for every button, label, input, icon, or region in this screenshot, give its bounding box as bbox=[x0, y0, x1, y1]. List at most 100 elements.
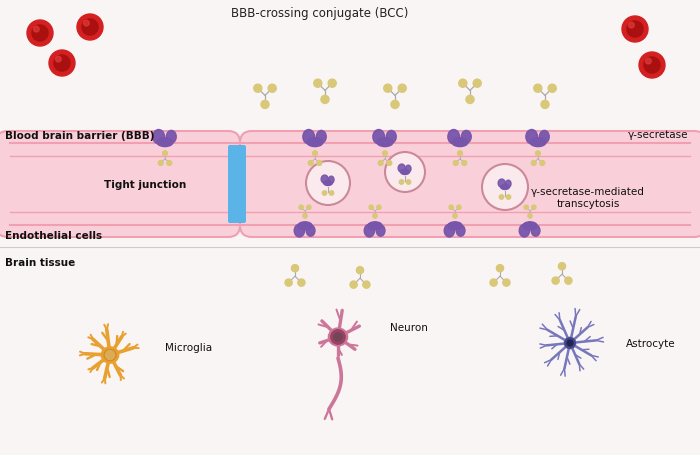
Circle shape bbox=[456, 206, 461, 210]
Circle shape bbox=[532, 206, 536, 210]
Circle shape bbox=[49, 51, 75, 77]
Circle shape bbox=[32, 26, 48, 42]
Circle shape bbox=[313, 152, 317, 157]
Ellipse shape bbox=[294, 225, 304, 238]
Circle shape bbox=[314, 80, 322, 88]
Circle shape bbox=[167, 161, 172, 166]
Ellipse shape bbox=[456, 226, 465, 237]
Circle shape bbox=[531, 161, 536, 166]
Circle shape bbox=[298, 279, 305, 287]
Circle shape bbox=[528, 214, 532, 218]
Ellipse shape bbox=[519, 225, 530, 238]
Ellipse shape bbox=[307, 138, 323, 147]
Circle shape bbox=[391, 101, 399, 109]
Ellipse shape bbox=[373, 130, 384, 145]
Circle shape bbox=[536, 152, 540, 157]
Circle shape bbox=[334, 333, 342, 341]
Circle shape bbox=[462, 161, 467, 166]
Text: Brain tissue: Brain tissue bbox=[5, 258, 76, 268]
Circle shape bbox=[473, 80, 482, 88]
Ellipse shape bbox=[400, 170, 410, 175]
Ellipse shape bbox=[364, 225, 374, 238]
Text: γ-secretase: γ-secretase bbox=[627, 130, 688, 140]
Circle shape bbox=[363, 281, 370, 288]
Circle shape bbox=[533, 85, 542, 93]
Ellipse shape bbox=[531, 226, 540, 237]
Ellipse shape bbox=[306, 226, 315, 237]
Circle shape bbox=[82, 20, 98, 36]
Circle shape bbox=[158, 161, 163, 166]
Ellipse shape bbox=[452, 138, 468, 147]
Circle shape bbox=[384, 85, 392, 93]
FancyBboxPatch shape bbox=[240, 131, 700, 238]
Ellipse shape bbox=[368, 222, 382, 230]
Ellipse shape bbox=[526, 130, 538, 145]
Circle shape bbox=[34, 27, 39, 33]
Circle shape bbox=[466, 96, 474, 104]
Circle shape bbox=[567, 340, 573, 346]
Circle shape bbox=[644, 58, 660, 74]
Circle shape bbox=[369, 206, 373, 210]
Circle shape bbox=[627, 22, 643, 38]
Circle shape bbox=[506, 195, 511, 200]
Circle shape bbox=[503, 279, 510, 287]
Circle shape bbox=[540, 161, 545, 166]
Ellipse shape bbox=[398, 165, 405, 173]
Circle shape bbox=[453, 214, 457, 218]
Circle shape bbox=[83, 21, 89, 27]
Circle shape bbox=[268, 85, 277, 93]
Ellipse shape bbox=[498, 180, 505, 188]
Circle shape bbox=[399, 180, 404, 185]
Circle shape bbox=[565, 338, 575, 349]
Ellipse shape bbox=[303, 130, 314, 145]
Ellipse shape bbox=[298, 222, 312, 230]
Ellipse shape bbox=[405, 166, 411, 173]
Ellipse shape bbox=[104, 350, 116, 361]
Circle shape bbox=[306, 162, 350, 206]
Circle shape bbox=[285, 279, 292, 287]
Ellipse shape bbox=[500, 185, 510, 190]
Ellipse shape bbox=[539, 131, 550, 144]
Circle shape bbox=[321, 96, 329, 104]
FancyBboxPatch shape bbox=[0, 131, 240, 238]
Circle shape bbox=[377, 206, 381, 210]
Ellipse shape bbox=[530, 138, 546, 147]
Circle shape bbox=[622, 17, 648, 43]
Ellipse shape bbox=[328, 177, 334, 184]
Circle shape bbox=[482, 165, 528, 211]
Circle shape bbox=[308, 161, 313, 166]
Circle shape bbox=[524, 206, 528, 210]
Text: γ-secretase-mediated
transcytosis: γ-secretase-mediated transcytosis bbox=[531, 187, 645, 208]
Text: Microglia: Microglia bbox=[165, 342, 212, 352]
Circle shape bbox=[552, 278, 559, 284]
Ellipse shape bbox=[377, 138, 393, 147]
Ellipse shape bbox=[102, 347, 119, 364]
Circle shape bbox=[639, 53, 665, 79]
Ellipse shape bbox=[323, 181, 332, 186]
Circle shape bbox=[559, 263, 566, 270]
Circle shape bbox=[162, 152, 167, 157]
Ellipse shape bbox=[461, 131, 471, 144]
Circle shape bbox=[27, 21, 53, 47]
Circle shape bbox=[303, 214, 307, 218]
Ellipse shape bbox=[386, 131, 396, 144]
Circle shape bbox=[106, 351, 115, 360]
Ellipse shape bbox=[321, 176, 328, 184]
Ellipse shape bbox=[167, 131, 176, 144]
Text: Blood brain barrier (BBB): Blood brain barrier (BBB) bbox=[5, 131, 155, 141]
Circle shape bbox=[55, 57, 61, 63]
Circle shape bbox=[387, 161, 392, 166]
Circle shape bbox=[406, 180, 411, 185]
Text: Tight junction: Tight junction bbox=[104, 180, 186, 190]
FancyBboxPatch shape bbox=[228, 146, 246, 223]
Circle shape bbox=[77, 15, 103, 41]
Circle shape bbox=[350, 281, 357, 288]
Circle shape bbox=[645, 59, 651, 65]
Ellipse shape bbox=[505, 181, 511, 188]
Circle shape bbox=[378, 161, 383, 166]
Circle shape bbox=[385, 153, 425, 192]
Circle shape bbox=[373, 214, 377, 218]
Circle shape bbox=[291, 265, 299, 272]
Circle shape bbox=[383, 152, 387, 157]
Ellipse shape bbox=[328, 328, 348, 346]
